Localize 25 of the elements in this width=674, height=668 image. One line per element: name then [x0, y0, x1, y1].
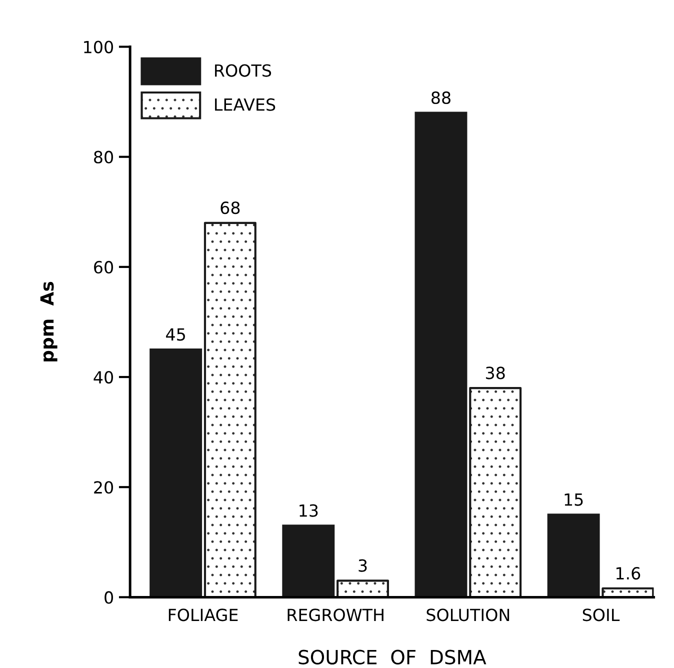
y-tick-label: 80 — [94, 150, 114, 164]
data-label: 13 — [300, 504, 318, 517]
data-label: 45 — [166, 328, 185, 341]
data-label: 1.6 — [616, 566, 640, 580]
y-tick-label: 0 — [104, 591, 114, 604]
bar — [282, 524, 335, 598]
x-tick-label: SOIL — [582, 608, 620, 622]
data-label: 68 — [220, 202, 240, 214]
x-tick-label: SOLUTION — [426, 608, 510, 622]
y-axis-title: ppm As — [40, 282, 58, 362]
data-label: 88 — [432, 91, 450, 104]
x-axis-title: SOURCE OF DSMA — [298, 650, 486, 664]
data-label: 15 — [564, 493, 583, 506]
x-tick-label: FOLIAGE — [168, 608, 238, 622]
x-tick-label: REGROWTH — [288, 608, 384, 622]
legend-label: ROOTS — [215, 64, 272, 77]
data-label: 3 — [358, 559, 367, 572]
y-tick-label: 60 — [94, 260, 114, 274]
bar — [414, 112, 468, 598]
bar — [150, 348, 202, 598]
y-tick-label: 40 — [94, 370, 114, 384]
legend-label: LEAVES — [215, 98, 276, 111]
y-tick-label: 20 — [94, 481, 114, 494]
y-tick-label: 100 — [84, 40, 113, 54]
data-label: 38 — [486, 366, 505, 380]
